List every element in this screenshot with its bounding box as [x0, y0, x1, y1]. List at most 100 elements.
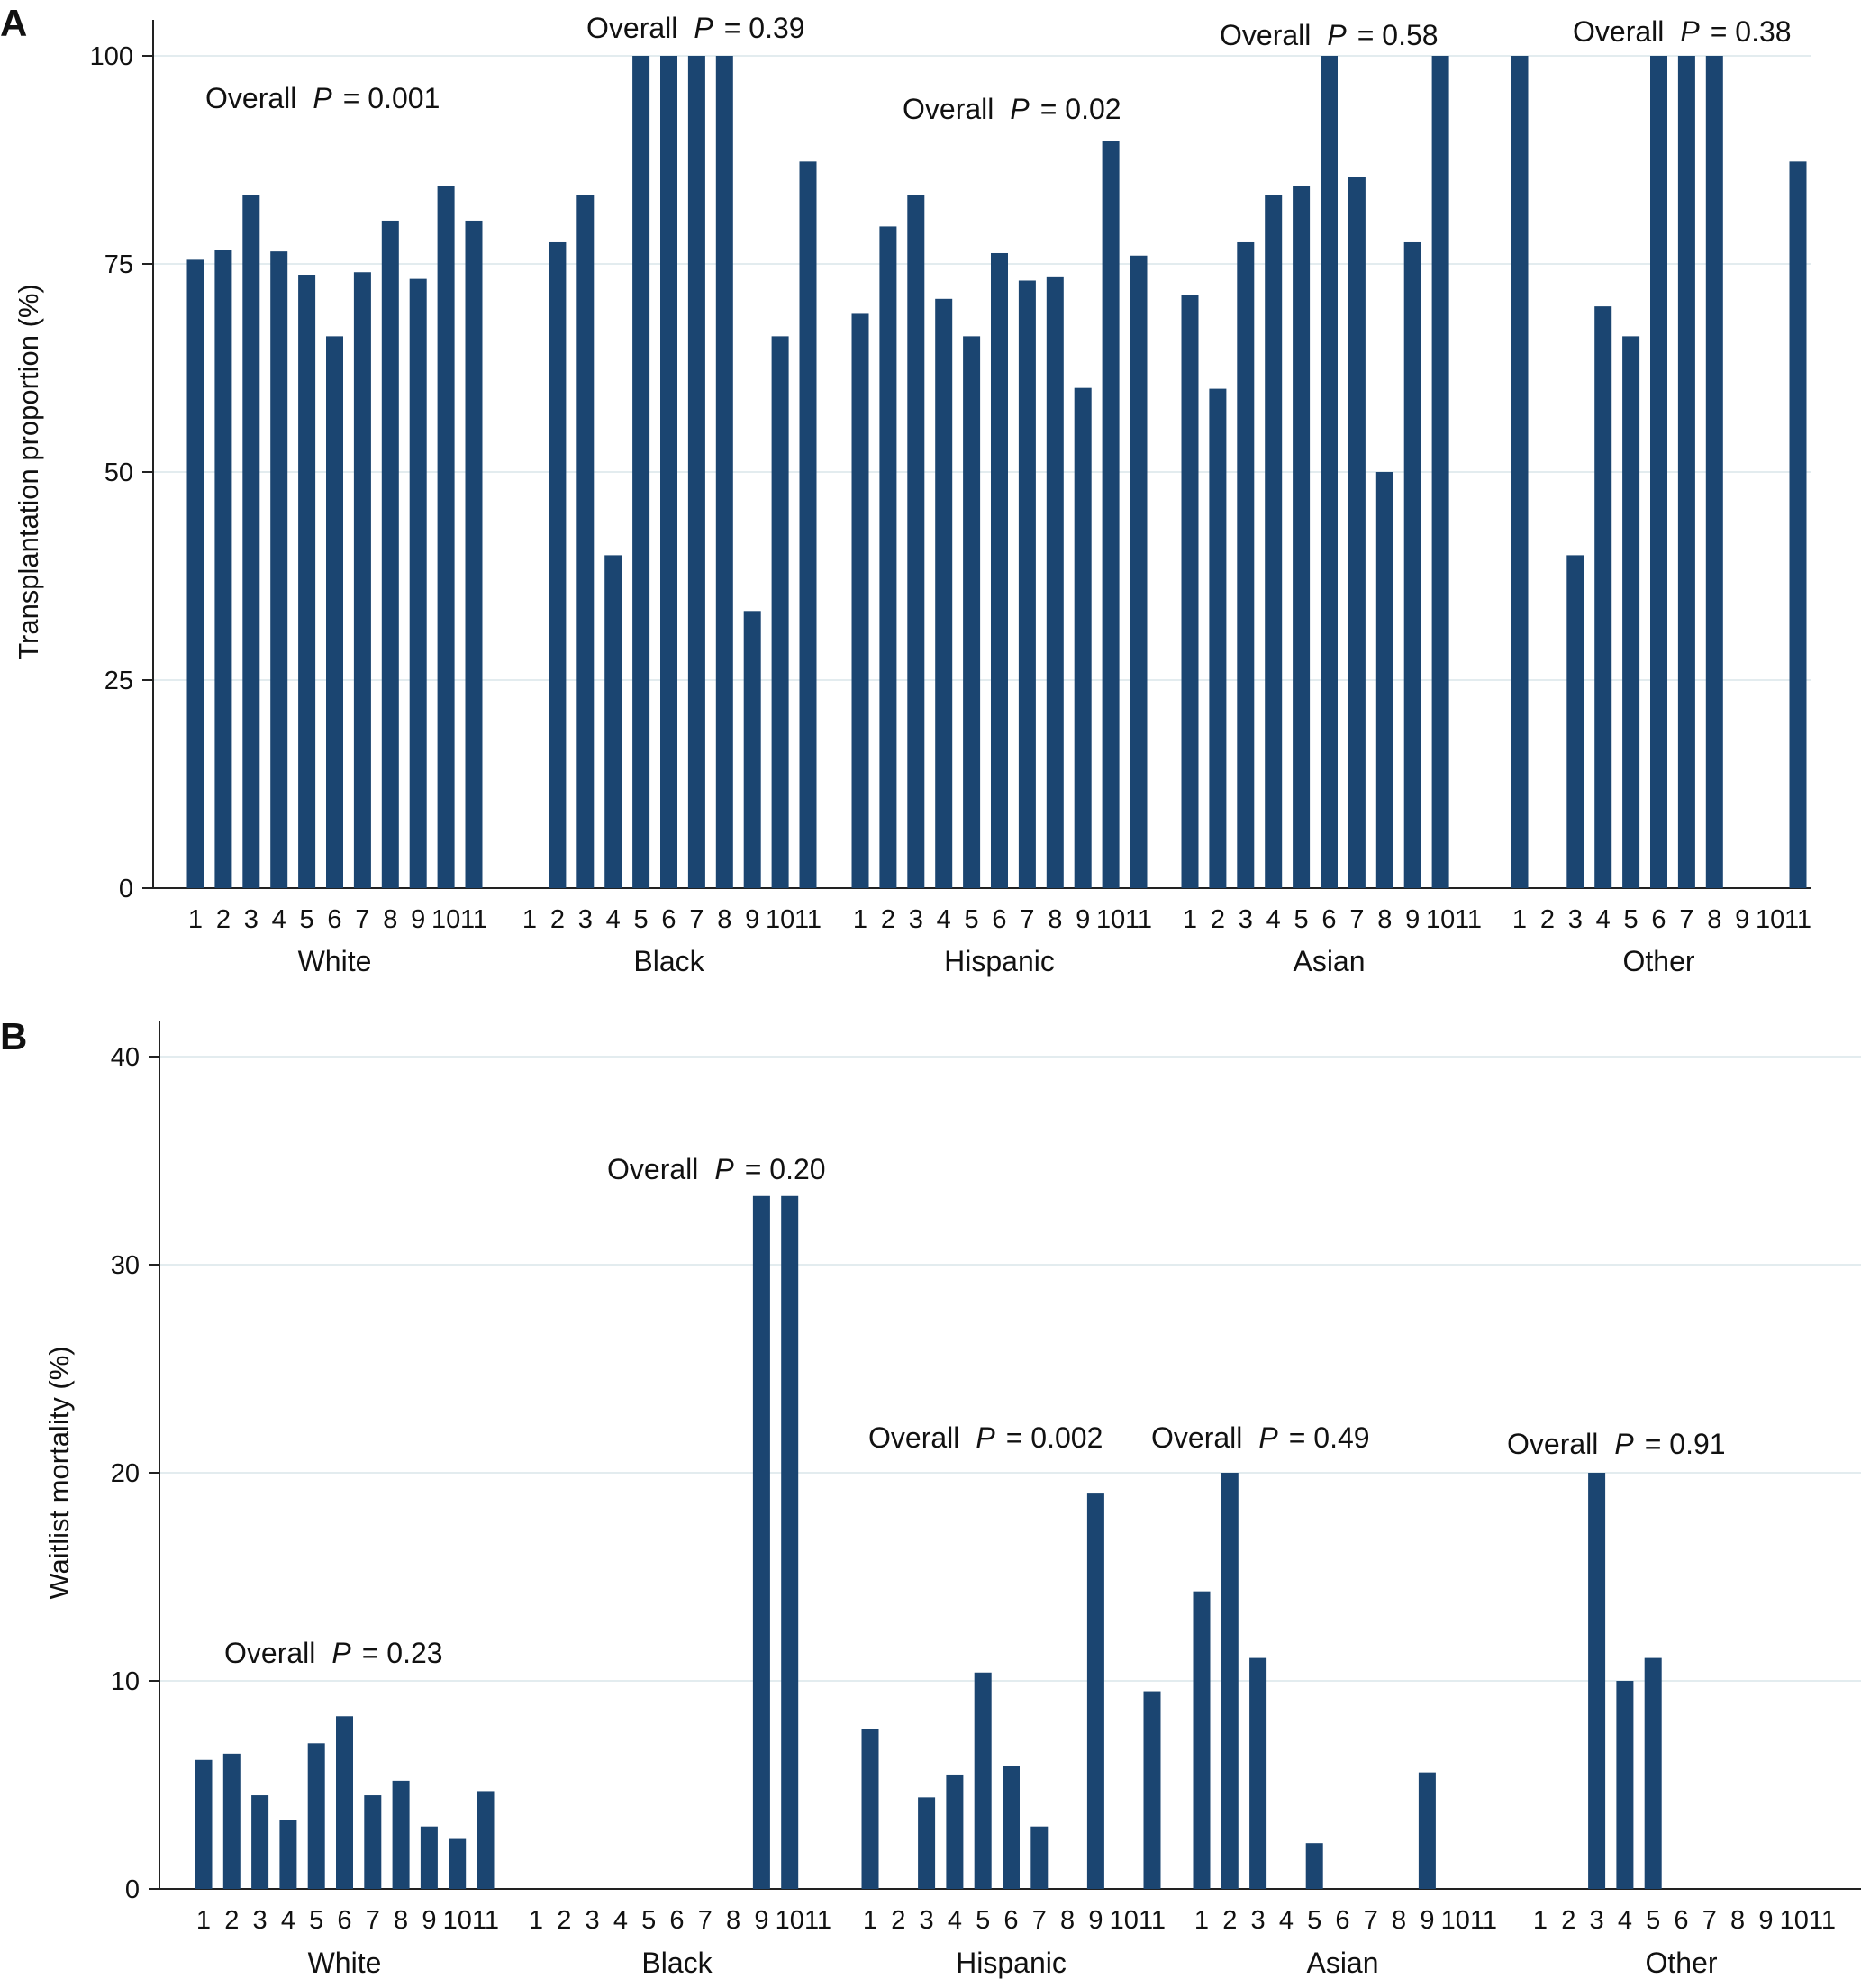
- y-tick-label: 0: [125, 1875, 140, 1904]
- x-tick-label: 1: [1512, 905, 1527, 934]
- bar: [946, 1774, 964, 1889]
- bar: [1616, 1681, 1634, 1889]
- x-tick-label: 3: [1251, 1906, 1266, 1935]
- x-tick-label: 9: [1420, 1906, 1434, 1935]
- bar: [752, 1195, 770, 1889]
- bar: [879, 226, 897, 889]
- p-value-annotation: Overall P = 0.20: [607, 1153, 826, 1185]
- x-tick-label: 3: [909, 905, 923, 934]
- x-tick-label: 11: [1470, 1906, 1497, 1935]
- p-value-annotation: Overall P = 0.02: [903, 93, 1121, 125]
- x-tick-label: 3: [578, 905, 593, 934]
- annotation-p: P: [331, 1637, 351, 1669]
- x-tick-label: 1: [1194, 1906, 1209, 1935]
- x-tick-label: 11: [460, 905, 487, 934]
- bar: [907, 195, 925, 889]
- annotation-prefix: Overall: [1220, 19, 1311, 51]
- x-tick-label: 6: [1003, 1906, 1018, 1935]
- x-tick-label: 7: [1020, 905, 1034, 934]
- annotation-prefix: Overall: [903, 93, 994, 125]
- x-tick-label: 8: [1048, 905, 1062, 934]
- x-tick-label: 7: [366, 1906, 380, 1935]
- bar: [1130, 255, 1148, 888]
- bar: [1030, 1826, 1049, 1889]
- group-label: Other: [1622, 945, 1694, 977]
- bar: [632, 56, 650, 888]
- group-black: 1 2 3 4 5 6 7 8 9 10 11 Black Overall P = 0.20: [529, 1153, 831, 1979]
- x-tick-label: 2: [881, 905, 895, 934]
- x-tick-label: 1: [196, 1906, 211, 1935]
- x-tick-label: 10: [1096, 905, 1125, 934]
- bar: [1265, 195, 1283, 889]
- y-tick-label: 10: [111, 1667, 140, 1696]
- bar: [186, 259, 204, 888]
- bar: [918, 1797, 936, 1889]
- bar: [743, 611, 761, 888]
- annotation-value: = 0.91: [1645, 1428, 1726, 1460]
- x-tick-label: 9: [1076, 905, 1090, 934]
- x-tick-label: 6: [337, 1906, 351, 1935]
- annotation-value: = 0.20: [745, 1153, 826, 1185]
- annotation-p: P: [976, 1421, 995, 1454]
- x-tick-label: 7: [689, 905, 704, 934]
- annotation-prefix: Overall: [607, 1153, 698, 1185]
- x-tick-label: 5: [1624, 905, 1639, 934]
- x-tick-label: 11: [794, 905, 822, 934]
- x-tick-label: 11: [1125, 905, 1152, 934]
- p-value-annotation: Overall P = 0.002: [868, 1421, 1103, 1454]
- y-tick-label: 0: [119, 875, 133, 903]
- x-tick-label: 8: [1377, 905, 1392, 934]
- x-tick-label: 2: [550, 905, 565, 934]
- x-tick-label: 2: [557, 1906, 571, 1935]
- x-tick-label: 10: [766, 905, 794, 934]
- bar: [326, 336, 343, 888]
- x-tick-label: 2: [1561, 1906, 1575, 1935]
- x-tick-label: 5: [965, 905, 979, 934]
- p-value-annotation: Overall P = 0.001: [205, 82, 440, 114]
- x-tick-label: 3: [244, 905, 259, 934]
- x-tick-label: 6: [1321, 905, 1336, 934]
- p-value-annotation: Overall P = 0.58: [1220, 19, 1439, 51]
- x-tick-label: 8: [726, 1906, 740, 1935]
- x-tick-label: 8: [717, 905, 731, 934]
- group-label: Hispanic: [956, 1947, 1067, 1979]
- annotation-p: P: [1614, 1428, 1634, 1460]
- annotation-value: = 0.39: [724, 12, 805, 44]
- annotation-value: = 0.002: [1006, 1421, 1103, 1454]
- p-value-annotation: Overall P = 0.38: [1573, 15, 1792, 48]
- bar: [307, 1743, 325, 1889]
- bar: [687, 56, 705, 888]
- x-tick-label: 2: [1222, 1906, 1237, 1935]
- group-asian: 1 2 3 4 5 6 7 8 9 10 11 Asian Overall P = 0.49: [1151, 1421, 1497, 1979]
- annotation-p: P: [694, 12, 713, 44]
- y-axis-label: Waitlist mortality (%): [43, 1346, 75, 1599]
- bar: [409, 278, 427, 889]
- group-label: White: [298, 945, 372, 977]
- x-tick-label: 8: [1392, 1906, 1406, 1935]
- x-tick-label: 5: [641, 1906, 656, 1935]
- x-tick-label: 4: [281, 1906, 295, 1935]
- bar: [1418, 1772, 1436, 1889]
- annotation-value: = 0.38: [1711, 15, 1792, 48]
- bar: [1074, 387, 1092, 888]
- x-tick-label: 4: [1596, 905, 1611, 934]
- p-value-annotation: Overall P = 0.49: [1151, 1421, 1370, 1454]
- bar: [1293, 186, 1311, 889]
- x-tick-label: 6: [669, 1906, 684, 1935]
- bar: [1305, 1843, 1323, 1889]
- x-tick-label: 11: [1455, 905, 1482, 934]
- annotation-prefix: Overall: [868, 1421, 959, 1454]
- annotation-prefix: Overall: [1151, 1421, 1242, 1454]
- bar: [1003, 1766, 1020, 1889]
- x-tick-label: 1: [529, 1906, 543, 1935]
- bar: [1622, 336, 1640, 888]
- x-tick-label: 4: [1266, 905, 1281, 934]
- x-tick-label: 8: [1730, 1906, 1745, 1935]
- x-tick-label: 3: [1590, 1906, 1604, 1935]
- bar: [1209, 388, 1227, 889]
- group-label: Black: [641, 1947, 713, 1979]
- group-black: 1 2 3 4 5 6 7 8 9 10 11 Black Overall P = 0.39: [522, 12, 822, 977]
- annotation-p: P: [1327, 19, 1347, 51]
- group-label: Black: [633, 945, 704, 977]
